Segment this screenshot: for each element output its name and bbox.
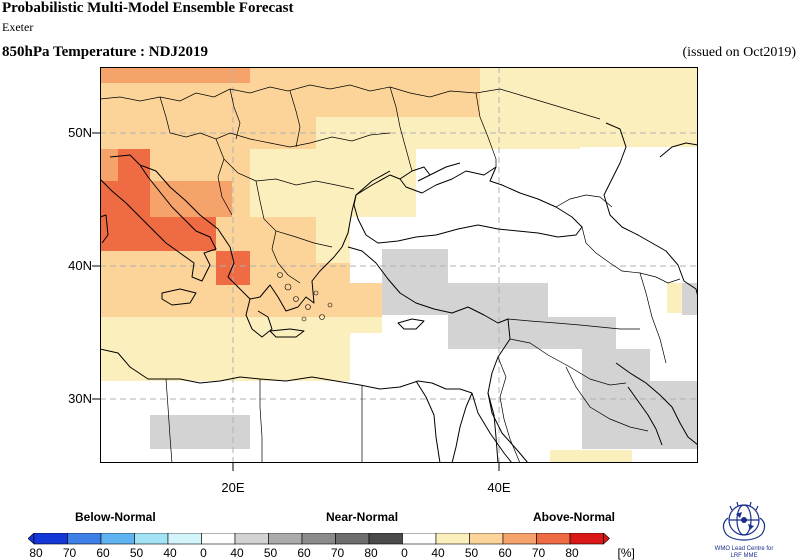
forecast-map: [100, 67, 698, 463]
coastlines: [100, 122, 698, 463]
colorbar-right-arrow: [603, 533, 610, 545]
colorbar-swatch-near-0: [201, 533, 236, 545]
colorbar-swatch-near-3: [301, 533, 336, 545]
colorbar-label-near-4: 70: [331, 546, 345, 560]
colorbar-label-near-1: 40: [230, 546, 244, 560]
colorbar-swatch-below-4: [167, 533, 202, 545]
logo-line1: WMO Lead Centre for: [714, 546, 774, 552]
colorbar-label-near-5: 80: [364, 546, 378, 560]
colorbar-swatch-above-0: [402, 533, 437, 545]
forecast-center: Exeter: [2, 20, 34, 34]
legend-below-normal: Below-Normal: [75, 510, 156, 524]
colorbar-label-below-4: 40: [163, 546, 177, 560]
map-frame: [100, 67, 698, 463]
colorbar-label-above-1: 40: [431, 546, 445, 560]
colorbar-label-above-0: 0: [401, 546, 408, 560]
lon-label-40e: 40E: [487, 480, 511, 495]
forecast-variable: 850hPa Temperature : NDJ2019: [2, 44, 208, 60]
colorbar-label-near-0: 0: [200, 546, 207, 560]
colorbar-swatch-near-5: [368, 533, 403, 545]
colorbar-label-above-4: 70: [532, 546, 546, 560]
colorbar-swatch-above-4: [536, 533, 571, 545]
colorbar-left-arrow: [28, 533, 35, 545]
colorbar: 80 70 60 50 40 0 40 50 60 70 80 0 40 50 60 70 80 [%]: [28, 533, 635, 560]
graticule: [100, 67, 698, 463]
country-borders: [100, 84, 681, 463]
colorbar-swatch-near-2: [268, 533, 303, 545]
colorbar-swatch-near-4: [335, 533, 370, 545]
logo-line2: LRF MME: [730, 553, 758, 559]
lat-label-40n: 40N: [68, 258, 92, 273]
axis-ticks: [92, 132, 500, 471]
issued-date: (issued on Oct2019): [682, 45, 796, 60]
colorbar-label-near-3: 60: [297, 546, 311, 560]
lon-label-20e: 20E: [221, 480, 245, 495]
colorbar-label-below-1: 70: [63, 546, 77, 560]
colorbar-swatch-above-2: [469, 533, 504, 545]
legend-above-normal: Above-Normal: [533, 510, 616, 524]
colorbar-swatch-above-5: [569, 533, 604, 545]
aegean-islands: [277, 272, 333, 322]
colorbar-label-above-2: 50: [465, 546, 479, 560]
colorbar-label-near-2: 50: [264, 546, 278, 560]
colorbar-label-below-0: 80: [29, 546, 43, 560]
lat-label-30n: 30N: [68, 391, 92, 406]
colorbar-label-above-3: 60: [498, 546, 512, 560]
colorbar-swatch-above-1: [435, 533, 470, 545]
colorbar-label-below-2: 60: [96, 546, 110, 560]
colorbar-label-below-3: 50: [130, 546, 144, 560]
colorbar-swatch-near-1: [234, 533, 269, 545]
colorbar-swatch-below-0: [33, 533, 68, 545]
legend-near-normal: Near-Normal: [326, 510, 399, 524]
wmo-logo: WMO Lead Centre for LRF MME: [692, 496, 796, 560]
colorbar-swatch-below-1: [67, 533, 102, 545]
colorbar-unit: [%]: [618, 546, 635, 560]
wmo-emblem-icon: [722, 501, 766, 541]
colorbar-swatch-above-3: [502, 533, 537, 545]
colorbar-swatch-below-2: [100, 533, 135, 545]
colorbar-label-above-5: 80: [565, 546, 579, 560]
colorbar-swatch-below-3: [134, 533, 169, 545]
forecast-title: Probabilistic Multi-Model Ensemble Forec…: [2, 0, 294, 16]
lat-label-50n: 50N: [68, 125, 92, 140]
